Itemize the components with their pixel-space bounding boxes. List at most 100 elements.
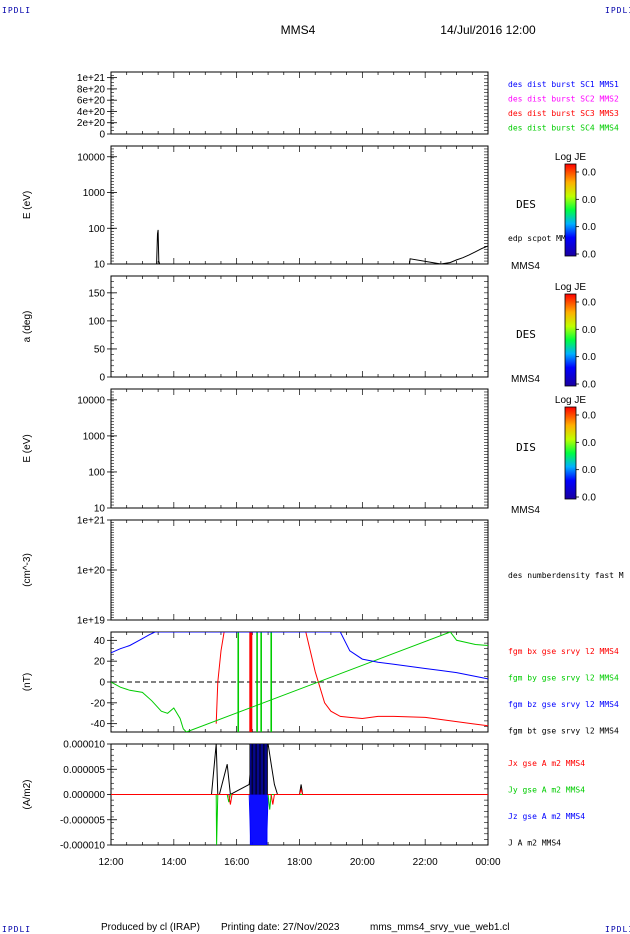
fgm-by-gse-srvy-l2-mms4-line — [111, 632, 488, 732]
colorbar-tick-label: 0.0 — [582, 298, 596, 309]
time-tick-label: 12:00 — [98, 857, 123, 868]
y-tick-label: -40 — [91, 719, 106, 730]
legend-entry: fgm bx gse srvy l2 MMS4 — [508, 647, 619, 656]
y-tick-label: 20 — [94, 657, 106, 668]
panel-right-label: DES — [516, 198, 536, 211]
legend-entry: des dist burst SC1 MMS1 — [508, 80, 619, 89]
panel-data — [111, 744, 488, 845]
jx-gse-a-m2-mms4-line — [111, 787, 488, 805]
spacecraft-title: MMS4 — [281, 23, 316, 37]
legend-entry: des dist burst SC4 MMS4 — [508, 124, 619, 133]
y-tick-label: 0 — [99, 373, 105, 384]
y-tick-label: 0.000005 — [63, 765, 105, 776]
colorbar-tick-label: 0.0 — [582, 250, 596, 261]
panel-bottom-label: MMS4 — [511, 261, 540, 272]
y-tick-label: 50 — [94, 344, 106, 355]
panel-right-label: DES — [516, 328, 536, 341]
legend-entry: fgm by gse srvy l2 MMS4 — [508, 674, 619, 683]
y-tick-label: 1000 — [83, 431, 106, 442]
panel-data — [156, 229, 488, 264]
y-tick-label: 8e+20 — [77, 84, 106, 95]
y-tick-label: 150 — [88, 288, 105, 299]
colorbar-title: Log JE — [555, 282, 586, 293]
corner-label-bottom-right: IPDLI — [605, 925, 630, 934]
panel-7: 0.000010 0.000005 0.000000 -0.000005 -0.0000… — [22, 740, 585, 852]
time-tick-label: 20:00 — [350, 857, 375, 868]
colorbar-tick-label: 0.0 — [582, 325, 596, 336]
y-tick-label: 1e+19 — [77, 616, 106, 627]
colorbar-tick-label: 0.0 — [582, 222, 596, 233]
colorbar — [564, 406, 577, 500]
panel-3: 150 100 50 0 a (deg) DES MMS4 Log JE 0.0 0.0 0.0 0.… — [22, 275, 596, 391]
trace-label: edp scpot MMS4 — [508, 234, 576, 243]
y-tick-label: -0.000010 — [60, 841, 105, 852]
colorbar-tick-label: 0.0 — [582, 168, 596, 179]
y-tick-label: 1e+20 — [77, 566, 106, 577]
legend-entry: fgm bz gse srvy l2 MMS4 — [508, 700, 619, 709]
time-tick-label: 00:00 — [475, 857, 500, 868]
panel-5: 1e+21 1e+20 1e+19 (cm^-3) des numberdensity … — [22, 516, 624, 627]
jy-gse-a-m2-mms4-line — [111, 794, 488, 845]
y-axis-label: (cm^-3) — [22, 553, 33, 587]
footer-filename: mms_mms4_srvy_vue_web1.cl — [370, 922, 510, 933]
y-tick-label: 0 — [99, 678, 105, 689]
edp-scpot-mms4-line — [156, 229, 488, 264]
colorbar-tick-label: 0.0 — [582, 411, 596, 422]
y-tick-label: -0.000005 — [60, 815, 105, 826]
y-axis-label: (A/m2) — [22, 780, 33, 810]
colorbar-title: Log JE — [555, 152, 586, 163]
colorbar-tick-label: 0.0 — [582, 438, 596, 449]
legend-entry: des dist burst SC2 MMS2 — [508, 95, 619, 104]
footer-printing-date: Printing date: 27/Nov/2023 — [221, 922, 340, 933]
jz-gse-a-m2-mms4-line — [111, 794, 488, 845]
y-tick-label: 0 — [99, 130, 105, 141]
y-tick-label: 100 — [88, 467, 105, 478]
y-tick-label: 6e+20 — [77, 96, 106, 107]
panel-6: 40 20 0 -20 -40 (nT) fgm bx gse srvy l2 MMS4 fg… — [22, 631, 619, 736]
y-tick-label: -20 — [91, 698, 106, 709]
time-tick-label: 16:00 — [224, 857, 249, 868]
colorbar-tick-label: 0.0 — [582, 465, 596, 476]
legend-entry: J A m2 MMS4 — [508, 839, 561, 848]
y-axis-label: E (eV) — [22, 434, 33, 462]
y-tick-label: 1e+21 — [77, 516, 106, 527]
y-tick-label: 0.000000 — [63, 790, 105, 801]
panel-frame — [110, 275, 489, 378]
colorbar-tick-label: 0.0 — [582, 380, 596, 391]
y-tick-label: 4e+20 — [77, 107, 106, 118]
y-tick-label: 2e+20 — [77, 118, 106, 129]
y-axis-label: a (deg) — [22, 311, 33, 343]
legend-entry: Jy gse A m2 MMS4 — [508, 786, 585, 795]
colorbar-tick-label: 0.0 — [582, 493, 596, 504]
colorbar-tick-label: 0.0 — [582, 195, 596, 206]
legend-entry: Jx gse A m2 MMS4 — [508, 759, 585, 768]
time-tick-label: 22:00 — [413, 857, 438, 868]
colorbar-tick-label: 0.0 — [582, 352, 596, 363]
date-title: 14/Jul/2016 12:00 — [440, 23, 536, 37]
legend-entry: fgm bt gse srvy l2 MMS4 — [508, 727, 619, 736]
time-tick-label: 14:00 — [161, 857, 186, 868]
j-a-m2-mms4-line — [111, 744, 488, 796]
y-axis-label: (nT) — [22, 673, 33, 691]
panel-frame — [110, 519, 489, 621]
y-tick-label: 10 — [94, 504, 106, 515]
panel-bottom-label: MMS4 — [511, 374, 540, 385]
corner-label-top-right: IPDLI — [605, 6, 630, 15]
y-tick-label: 10 — [94, 260, 106, 271]
fgm-bx-gse-srvy-l2-mms4-line — [215, 632, 488, 727]
colorbar — [564, 163, 577, 257]
fgm-bz-gse-srvy-l2-mms4-line — [111, 632, 488, 680]
y-tick-label: 40 — [94, 636, 106, 647]
footer-produced-by: Produced by cl (IRAP) — [101, 922, 200, 933]
panel-frame — [110, 145, 489, 265]
y-tick-label: 10000 — [77, 152, 105, 163]
corner-label-top-left: IPDLI — [2, 6, 32, 15]
y-tick-label: 1e+21 — [77, 73, 106, 84]
panel-2: 10000 1000 100 10 E (eV) DES edp scpot MMS4 MMS… — [22, 145, 596, 272]
legend-entry: Jz gse A m2 MMS4 — [508, 812, 585, 821]
legend-entry: des dist burst SC3 MMS3 — [508, 109, 619, 118]
panel-right-label: des numberdensity fast M — [508, 571, 624, 580]
